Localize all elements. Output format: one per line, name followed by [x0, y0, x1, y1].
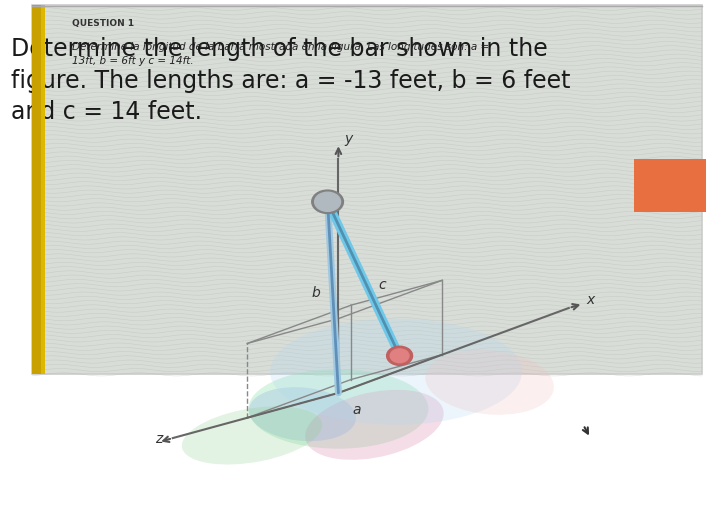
Circle shape: [312, 190, 343, 213]
Text: a: a: [353, 403, 361, 417]
Text: z: z: [155, 432, 162, 447]
Ellipse shape: [426, 350, 554, 415]
Circle shape: [390, 349, 409, 363]
Ellipse shape: [305, 390, 444, 460]
Circle shape: [315, 192, 341, 211]
FancyBboxPatch shape: [634, 159, 706, 212]
Text: c: c: [378, 278, 386, 293]
Text: x: x: [587, 293, 595, 307]
Bar: [41, 5, 45, 374]
Text: Determine the length of the bar shown in the
figure. The lengths are: a = -13 fe: Determine the length of the bar shown in…: [11, 37, 570, 124]
Ellipse shape: [249, 387, 356, 441]
Ellipse shape: [248, 369, 428, 449]
Text: QUESTION 1: QUESTION 1: [72, 19, 134, 28]
Bar: [32, 5, 41, 374]
Ellipse shape: [270, 319, 522, 425]
Text: y: y: [344, 132, 352, 147]
FancyBboxPatch shape: [32, 5, 702, 374]
Ellipse shape: [182, 406, 322, 465]
Text: b: b: [311, 286, 320, 301]
Text: Determine la longitud de la barra mostrada en la figura. Las longitudes son: a =: Determine la longitud de la barra mostra…: [72, 42, 490, 66]
Circle shape: [387, 346, 413, 365]
